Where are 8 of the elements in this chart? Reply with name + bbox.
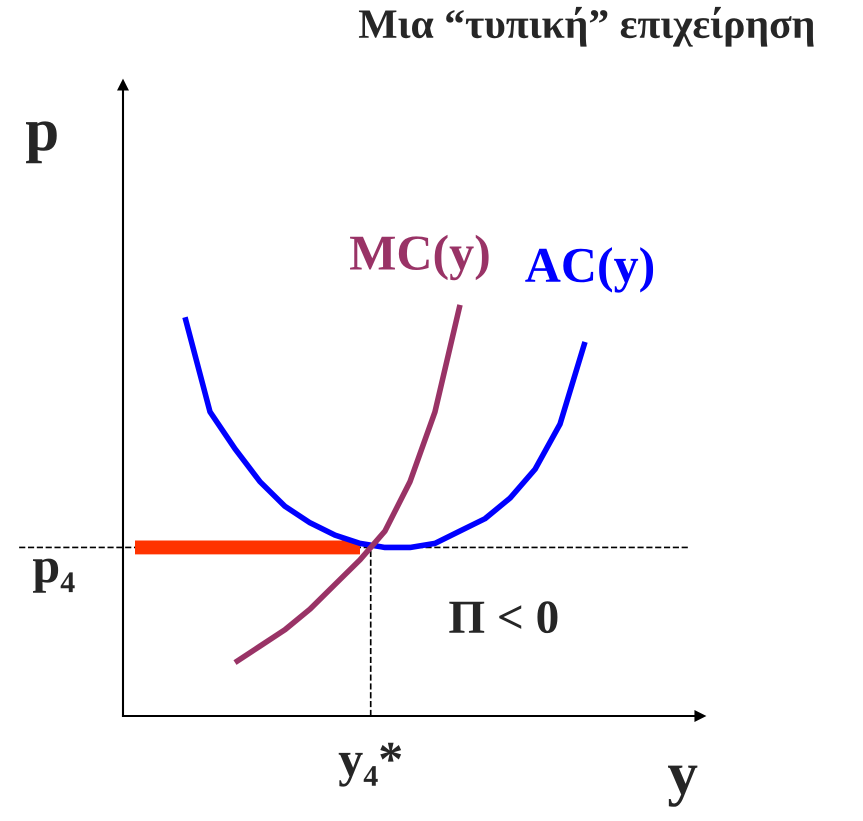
x-axis-title: y — [668, 766, 698, 807]
series-label: AC(y) — [525, 247, 654, 293]
y-axis-title: p — [26, 121, 57, 164]
text: y₄* — [338, 742, 402, 787]
chart-title: Μια “τυπική” επιχείρηση — [358, 6, 814, 47]
ref-line-label: p₄ — [32, 558, 75, 593]
annotation: Π < 0 — [449, 601, 558, 634]
series-label: MC(y) — [350, 234, 489, 280]
